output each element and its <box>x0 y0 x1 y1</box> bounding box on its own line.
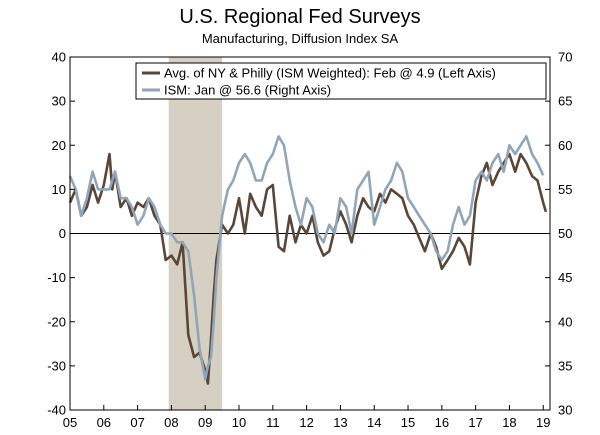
right-axis-label: 55 <box>558 182 572 197</box>
x-axis-label: 05 <box>63 415 77 430</box>
left-axis-label: 0 <box>59 226 66 241</box>
left-axis-label: -30 <box>47 358 66 373</box>
legend-label: Avg. of NY & Philly (ISM Weighted): Feb … <box>164 66 496 81</box>
right-axis-label: 30 <box>558 403 572 418</box>
left-axis-label: -20 <box>47 314 66 329</box>
x-axis-label: 17 <box>468 415 482 430</box>
x-axis-label: 18 <box>502 415 516 430</box>
left-axis-label: 20 <box>52 138 66 153</box>
right-axis-label: 40 <box>558 314 572 329</box>
x-axis-label: 19 <box>536 415 550 430</box>
x-axis-label: 12 <box>299 415 313 430</box>
x-axis-label: 11 <box>266 415 280 430</box>
left-axis-label: 30 <box>52 94 66 109</box>
chart-title: U.S. Regional Fed Surveys <box>179 6 421 28</box>
right-axis-label: 45 <box>558 270 572 285</box>
x-axis-label: 09 <box>198 415 212 430</box>
x-axis-label: 07 <box>130 415 144 430</box>
left-axis-label: 40 <box>52 50 66 65</box>
right-axis-label: 60 <box>558 138 572 153</box>
legend-label: ISM: Jan @ 56.6 (Right Axis) <box>164 83 331 98</box>
x-axis-label: 16 <box>435 415 449 430</box>
x-axis-label: 10 <box>232 415 246 430</box>
right-axis-label: 35 <box>558 358 572 373</box>
x-axis-label: 15 <box>401 415 415 430</box>
x-axis-label: 08 <box>164 415 178 430</box>
left-axis-label: -40 <box>47 403 66 418</box>
x-axis-label: 06 <box>97 415 111 430</box>
left-axis-label: 10 <box>52 182 66 197</box>
legend-box <box>135 62 547 100</box>
x-axis-label: 13 <box>333 415 347 430</box>
right-axis-label: 65 <box>558 94 572 109</box>
chart-subtitle: Manufacturing, Diffusion Index SA <box>201 31 399 46</box>
right-axis-label: 50 <box>558 226 572 241</box>
series-line-ism <box>68 135 545 381</box>
right-axis-label: 70 <box>558 50 572 65</box>
x-axis-label: 14 <box>367 415 381 430</box>
left-axis-label: -10 <box>47 270 66 285</box>
